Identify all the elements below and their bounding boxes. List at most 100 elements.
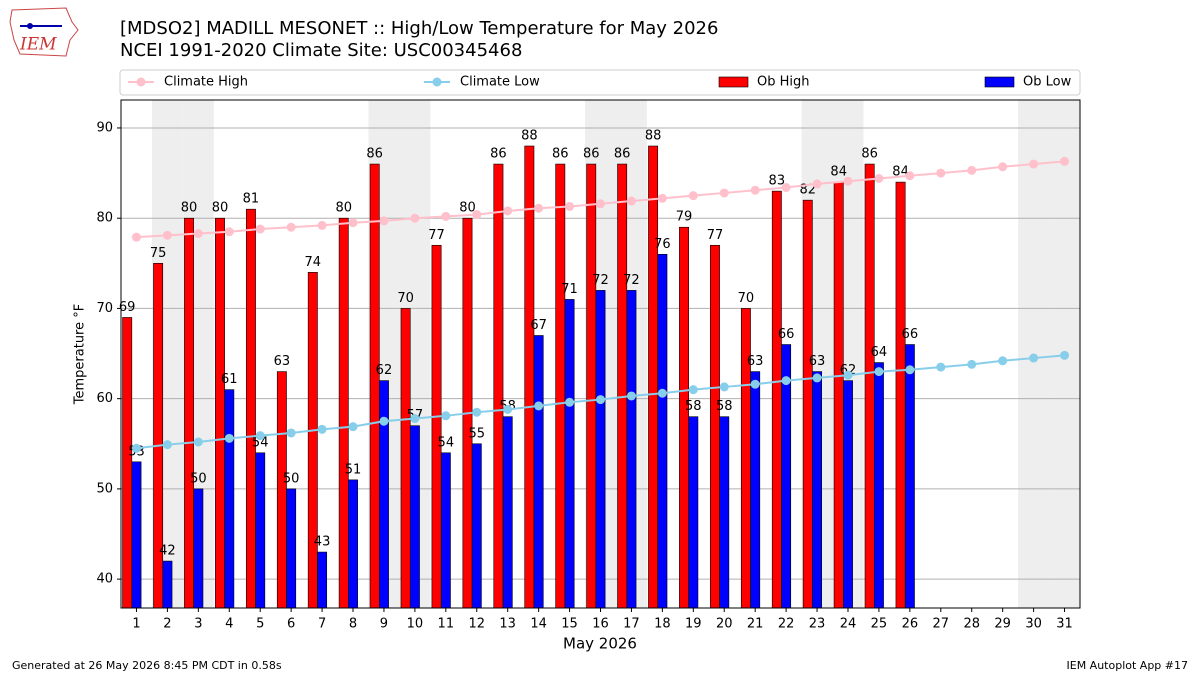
data-label: 80 <box>212 201 229 216</box>
point <box>719 188 729 198</box>
point <box>410 213 420 223</box>
bar <box>409 425 420 609</box>
point <box>781 376 791 386</box>
data-label: 54 <box>252 435 269 450</box>
point <box>967 359 977 369</box>
point <box>596 199 605 209</box>
bar <box>162 560 173 609</box>
data-label: 70 <box>397 291 414 306</box>
y-axis-label: Temperature °F <box>73 304 88 405</box>
data-label: 83 <box>769 174 786 189</box>
x-tick-label: 26 <box>902 617 919 632</box>
data-label: 69 <box>119 300 136 315</box>
x-tick-label: 23 <box>809 617 826 632</box>
bar <box>122 317 133 609</box>
point <box>317 220 327 230</box>
data-label: 86 <box>552 147 569 162</box>
bar <box>648 145 659 609</box>
data-label: 72 <box>592 273 609 288</box>
point <box>534 203 544 213</box>
bar <box>750 371 761 609</box>
bar <box>400 308 411 609</box>
data-label: 86 <box>861 147 878 162</box>
point <box>255 224 265 234</box>
x-tick-label: 6 <box>287 617 295 632</box>
point <box>472 210 482 220</box>
data-label: 66 <box>902 327 919 342</box>
x-tick-label: 17 <box>623 617 640 632</box>
y-tick-label: 90 <box>96 120 113 135</box>
bar <box>802 199 813 609</box>
point <box>905 171 915 181</box>
data-label: 54 <box>438 435 455 450</box>
data-label: 74 <box>305 255 322 270</box>
chart-title: [MDSO2] MADILL MESONET :: High/Low Tempe… <box>120 18 718 39</box>
data-label: 77 <box>428 228 445 243</box>
bar <box>286 488 297 609</box>
point <box>812 179 822 189</box>
x-tick-label: 22 <box>778 617 795 632</box>
bar <box>317 551 328 609</box>
data-label: 50 <box>190 471 207 486</box>
x-tick-label: 12 <box>468 617 485 632</box>
point <box>843 176 853 186</box>
plot-frame <box>120 99 1081 609</box>
bar <box>255 452 266 609</box>
bar <box>873 362 884 609</box>
point <box>936 362 946 372</box>
point <box>317 424 327 434</box>
x-tick-label: 1 <box>132 617 140 632</box>
data-label: 58 <box>716 399 733 414</box>
data-label: 63 <box>274 354 291 369</box>
legend-marker <box>136 77 146 87</box>
point <box>348 422 358 432</box>
point <box>131 232 141 242</box>
data-label: 51 <box>345 462 362 477</box>
bar <box>524 145 535 609</box>
point <box>936 168 946 178</box>
point <box>874 367 884 377</box>
x-axis-label: May 2026 <box>563 635 637 653</box>
bar <box>617 163 628 609</box>
bar <box>564 299 575 609</box>
bar <box>224 389 235 609</box>
point <box>565 397 575 407</box>
data-label: 62 <box>376 363 393 378</box>
data-label: 43 <box>314 535 331 550</box>
data-label: 50 <box>283 471 300 486</box>
x-tick-label: 11 <box>438 617 455 632</box>
bar <box>440 452 451 609</box>
x-tick-label: 25 <box>871 617 888 632</box>
bar <box>710 244 720 609</box>
point <box>441 211 451 221</box>
point <box>626 391 636 401</box>
data-label: 63 <box>809 354 826 369</box>
data-label: 67 <box>530 318 547 333</box>
bar <box>864 163 875 609</box>
point <box>162 440 172 450</box>
bar <box>812 371 822 609</box>
footer-right: IEM Autoplot App #17 <box>1067 659 1189 672</box>
chart-subtitle: NCEI 1991-2020 Climate Site: USC00345468 <box>120 40 522 61</box>
point <box>565 201 575 211</box>
bar <box>307 272 318 609</box>
point <box>348 218 358 228</box>
y-tick-label: 70 <box>96 301 113 316</box>
y-tick-label: 80 <box>96 211 113 226</box>
point <box>1060 156 1070 166</box>
bar <box>679 226 689 609</box>
point <box>441 411 451 421</box>
x-tick-label: 8 <box>349 617 357 632</box>
legend-swatch <box>718 76 749 88</box>
bar <box>193 488 204 609</box>
point <box>193 437 203 447</box>
x-tick-label: 31 <box>1056 617 1073 632</box>
data-label: 42 <box>159 544 176 559</box>
bar <box>657 253 668 609</box>
point <box>812 373 822 383</box>
bar <box>131 461 142 609</box>
legend-marker <box>432 77 442 87</box>
bar <box>369 163 380 609</box>
legend-label: Ob High <box>757 75 810 90</box>
bar <box>431 244 442 609</box>
